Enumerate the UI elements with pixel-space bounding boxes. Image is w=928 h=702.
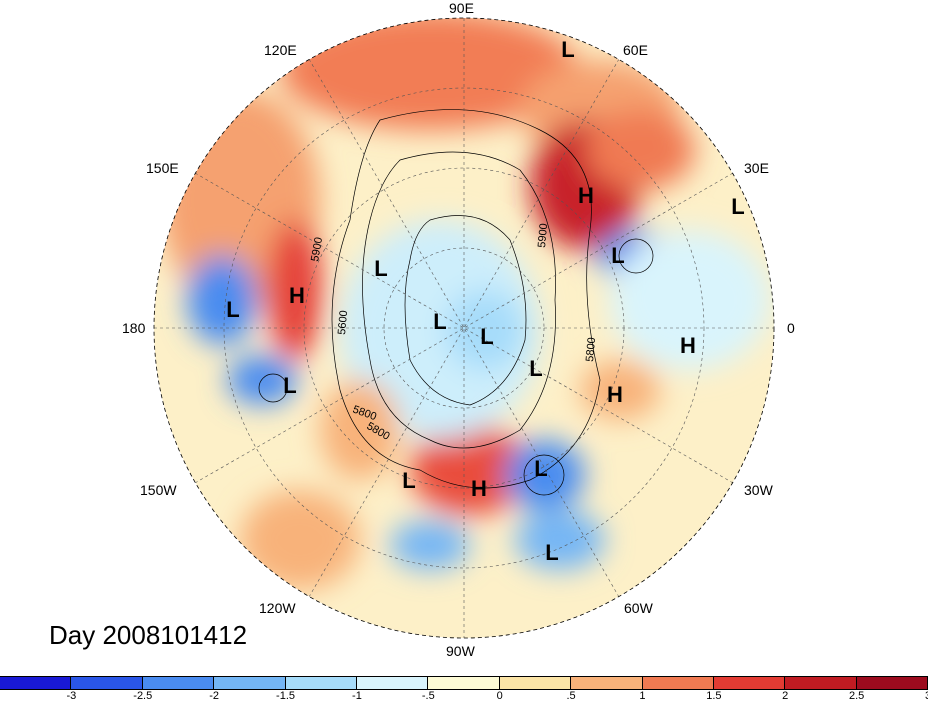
colorbar-tick-label: -1 bbox=[352, 690, 362, 702]
lon-label-120e: 120E bbox=[264, 42, 297, 58]
colorbar-swatch bbox=[356, 677, 429, 689]
contour-label: 5600 bbox=[336, 310, 350, 335]
colorbar-swatch bbox=[71, 677, 143, 689]
colorbar-tick-label: 0 bbox=[496, 690, 503, 702]
pressure-center-label: L bbox=[226, 297, 240, 322]
pressure-center-label: L bbox=[731, 194, 745, 219]
pressure-center-label: H bbox=[471, 476, 487, 501]
pressure-center-label: H bbox=[289, 283, 305, 308]
colorbar-tick-label: -1.5 bbox=[276, 690, 296, 702]
colorbar-tick-label: .5 bbox=[566, 690, 576, 702]
pressure-center-label: L bbox=[529, 356, 543, 381]
contour-label: 5900 bbox=[536, 223, 550, 248]
pressure-center-label: L bbox=[402, 468, 416, 493]
colorbar-swatch bbox=[142, 677, 215, 689]
colorbar-swatch bbox=[856, 677, 928, 689]
lon-label-150e: 150E bbox=[146, 160, 179, 176]
lon-label-60w: 60W bbox=[624, 600, 653, 616]
colorbar-swatch bbox=[713, 677, 786, 689]
lon-label-60e: 60E bbox=[623, 42, 648, 58]
pressure-center-label: H bbox=[578, 183, 594, 208]
colorbar-tick-label: -2.5 bbox=[133, 690, 153, 702]
colorbar-swatch bbox=[642, 677, 714, 689]
colorbar-tick-label: 2.5 bbox=[848, 690, 865, 702]
page-title: Day 2008101412 bbox=[49, 620, 248, 650]
lon-label-30w: 30W bbox=[744, 482, 773, 498]
colorbar-swatch bbox=[785, 677, 857, 689]
colorbar-swatch bbox=[285, 677, 357, 689]
pressure-center-label: L bbox=[545, 540, 559, 565]
contour-label: 5900 bbox=[309, 236, 325, 262]
lon-label-180: 180 bbox=[122, 320, 146, 336]
colorbar-swatch bbox=[571, 677, 643, 689]
lon-label-30e: 30E bbox=[744, 160, 769, 176]
lon-label-90w: 90W bbox=[446, 643, 475, 659]
colorbar-swatch bbox=[428, 677, 500, 689]
colorbar-tick-label: -.5 bbox=[421, 690, 435, 702]
colorbar-swatch bbox=[214, 677, 286, 689]
colorbar-tick-label: 2 bbox=[782, 690, 789, 702]
colorbar-swatch bbox=[0, 677, 72, 689]
pressure-center-label: L bbox=[534, 456, 548, 481]
pressure-center-label: H bbox=[607, 382, 623, 407]
pressure-center-label: L bbox=[480, 324, 494, 349]
pressure-center-label: L bbox=[611, 243, 625, 268]
colorbar-tick-label: -2 bbox=[209, 690, 220, 702]
colorbar-tick-label: 1.5 bbox=[706, 690, 722, 702]
pressure-center-label: L bbox=[433, 309, 447, 334]
contour-label: 5800 bbox=[584, 337, 598, 362]
pressure-center-label: L bbox=[283, 373, 297, 398]
pressure-center-label: L bbox=[561, 37, 575, 62]
lon-label-0: 0 bbox=[787, 320, 795, 336]
colorbar-tick-label: 1 bbox=[639, 690, 646, 702]
colorbar bbox=[0, 676, 928, 690]
anomaly-field bbox=[154, 18, 774, 638]
colorbar-tick-label: 3 bbox=[925, 690, 928, 702]
pressure-center-label: L bbox=[374, 256, 388, 281]
colorbar-tick-label: -3 bbox=[66, 690, 77, 702]
lon-label-90e: 90E bbox=[449, 0, 474, 16]
lon-label-150w: 150W bbox=[140, 482, 177, 498]
colorbar-swatch bbox=[499, 677, 572, 689]
pressure-center-label: H bbox=[680, 333, 696, 358]
lon-label-120w: 120W bbox=[259, 600, 296, 616]
